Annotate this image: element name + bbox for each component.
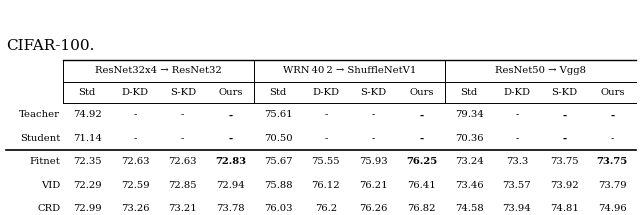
Text: 75.88: 75.88 (264, 181, 292, 190)
Text: 75.67: 75.67 (264, 157, 292, 166)
Text: 73.78: 73.78 (216, 204, 244, 213)
Text: Std: Std (461, 88, 477, 97)
Text: 72.94: 72.94 (216, 181, 245, 190)
Text: Ours: Ours (409, 88, 434, 97)
Text: Student: Student (20, 134, 60, 143)
Text: 73.79: 73.79 (598, 181, 627, 190)
Text: -: - (228, 134, 232, 143)
Text: 74.92: 74.92 (73, 110, 102, 119)
Text: 72.35: 72.35 (73, 157, 102, 166)
Text: S-KD: S-KD (170, 88, 196, 97)
Text: -: - (611, 134, 614, 143)
Text: -: - (611, 110, 614, 119)
Text: 76.41: 76.41 (407, 181, 436, 190)
Text: -: - (372, 110, 375, 119)
Text: 76.12: 76.12 (312, 181, 340, 190)
Text: Std: Std (269, 88, 287, 97)
Text: -: - (133, 134, 137, 143)
Text: 75.61: 75.61 (264, 110, 292, 119)
Text: 76.82: 76.82 (407, 204, 436, 213)
Text: 74.58: 74.58 (455, 204, 483, 213)
Text: ResNet50 → Vgg8: ResNet50 → Vgg8 (495, 66, 586, 75)
Text: Std: Std (79, 88, 96, 97)
Text: D-KD: D-KD (312, 88, 339, 97)
Text: -: - (563, 134, 566, 143)
Text: 76.25: 76.25 (406, 157, 437, 166)
Text: 73.92: 73.92 (550, 181, 579, 190)
Text: 74.96: 74.96 (598, 204, 627, 213)
Text: 76.2: 76.2 (315, 204, 337, 213)
Text: 73.57: 73.57 (502, 181, 531, 190)
Text: 72.83: 72.83 (215, 157, 246, 166)
Text: -: - (324, 110, 328, 119)
Text: 70.36: 70.36 (455, 134, 483, 143)
Text: 75.93: 75.93 (359, 157, 388, 166)
Text: -: - (419, 134, 424, 143)
Text: 73.94: 73.94 (502, 204, 531, 213)
Text: D-KD: D-KD (503, 88, 531, 97)
Text: Teacher: Teacher (19, 110, 60, 119)
Text: ResNet32x4 → ResNet32: ResNet32x4 → ResNet32 (95, 66, 222, 75)
Text: 75.55: 75.55 (312, 157, 340, 166)
Text: -: - (181, 110, 184, 119)
Text: WRN 40 2 → ShuffleNetV1: WRN 40 2 → ShuffleNetV1 (283, 66, 417, 75)
Text: 72.63: 72.63 (121, 157, 149, 166)
Text: 72.99: 72.99 (73, 204, 102, 213)
Text: CRD: CRD (37, 204, 60, 213)
Text: -: - (324, 134, 328, 143)
Text: 73.75: 73.75 (550, 157, 579, 166)
Text: -: - (419, 110, 424, 119)
Text: -: - (563, 110, 566, 119)
Text: 76.03: 76.03 (264, 204, 292, 213)
Text: 72.85: 72.85 (168, 181, 197, 190)
Text: Fitnet: Fitnet (29, 157, 60, 166)
Text: 73.26: 73.26 (121, 204, 149, 213)
Text: 73.46: 73.46 (455, 181, 483, 190)
Text: 73.75: 73.75 (596, 157, 628, 166)
Text: Ours: Ours (600, 88, 625, 97)
Text: -: - (228, 110, 232, 119)
Text: 70.50: 70.50 (264, 134, 292, 143)
Text: 72.29: 72.29 (73, 181, 102, 190)
Text: 74.81: 74.81 (550, 204, 579, 213)
Text: -: - (372, 134, 375, 143)
Text: 71.14: 71.14 (73, 134, 102, 143)
Text: D-KD: D-KD (122, 88, 148, 97)
Text: S-KD: S-KD (360, 88, 387, 97)
Text: S-KD: S-KD (552, 88, 578, 97)
Text: -: - (515, 134, 518, 143)
Text: -: - (181, 134, 184, 143)
Text: 72.63: 72.63 (168, 157, 197, 166)
Text: 73.24: 73.24 (455, 157, 483, 166)
Text: 79.34: 79.34 (455, 110, 483, 119)
Text: CIFAR-100.: CIFAR-100. (6, 39, 95, 53)
Text: -: - (515, 110, 518, 119)
Text: VID: VID (41, 181, 60, 190)
Text: 76.26: 76.26 (360, 204, 388, 213)
Text: Ours: Ours (218, 88, 243, 97)
Text: 73.3: 73.3 (506, 157, 528, 166)
Text: 72.59: 72.59 (121, 181, 149, 190)
Text: 73.21: 73.21 (168, 204, 197, 213)
Text: 76.21: 76.21 (359, 181, 388, 190)
Text: -: - (133, 110, 137, 119)
